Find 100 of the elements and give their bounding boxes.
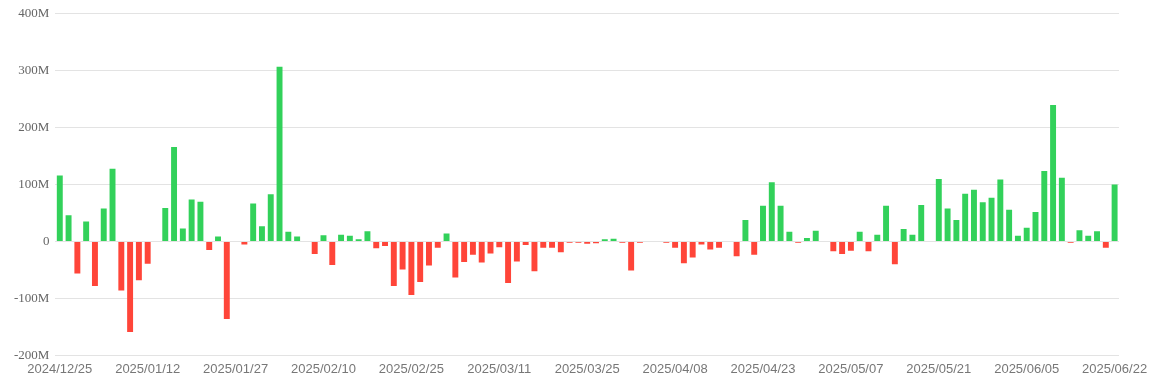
bar: [276, 66, 283, 242]
bar: [223, 242, 230, 319]
x-tick-label: 2025/05/21: [906, 360, 972, 376]
bar: [267, 194, 274, 242]
bar: [329, 242, 336, 265]
bar: [856, 231, 863, 242]
bar: [373, 242, 380, 249]
bar: [768, 182, 775, 242]
bar: [285, 231, 292, 242]
bar: [891, 242, 898, 265]
x-tick-label: 2025/01/27: [203, 360, 269, 376]
bar: [1006, 209, 1013, 242]
bar: [56, 175, 63, 242]
bar: [839, 242, 846, 255]
bar: [162, 207, 169, 242]
bar: [452, 242, 459, 278]
bar: [1111, 184, 1118, 242]
y-tick-label: 300M: [18, 62, 50, 78]
bar: [100, 208, 107, 242]
bar: [311, 242, 318, 255]
bar: [258, 226, 265, 242]
bar: [461, 242, 468, 263]
bar: [399, 242, 406, 270]
bar: [557, 242, 564, 253]
bar: [390, 242, 397, 286]
x-tick-label: 2025/05/07: [818, 360, 884, 376]
bar: [979, 202, 986, 242]
bar: [478, 242, 485, 263]
bar: [496, 242, 503, 248]
bar: [1094, 231, 1100, 242]
bar: [786, 231, 793, 242]
bar: [988, 197, 995, 242]
bar: [144, 242, 151, 264]
bar: [812, 230, 819, 242]
bar: [803, 238, 810, 242]
bar: [1076, 230, 1083, 242]
bar: [1085, 235, 1092, 242]
bar: [760, 205, 766, 242]
bar: [944, 208, 951, 242]
bar: [434, 242, 441, 248]
bar: [777, 205, 784, 242]
bar: [874, 234, 881, 242]
bar: [215, 236, 221, 242]
bar: [417, 242, 424, 282]
bar: [962, 193, 969, 242]
y-tick-label: 400M: [18, 5, 50, 21]
bar: [382, 242, 388, 247]
bar: [707, 242, 714, 250]
bar: [918, 205, 925, 242]
bar: [408, 242, 415, 296]
bar: [91, 242, 98, 286]
bar: [909, 234, 916, 242]
bar: [971, 189, 977, 242]
x-tick-label: 2025/03/25: [554, 360, 620, 376]
bar: [847, 242, 854, 251]
y-tick-label: 200M: [18, 119, 50, 135]
bar: [1041, 170, 1048, 242]
x-tick-label: 2025/06/05: [994, 360, 1060, 376]
bar: [672, 242, 679, 248]
x-tick-label: 2024/12/25: [27, 360, 93, 376]
x-tick-label: 2025/02/25: [378, 360, 444, 376]
bar: [1014, 235, 1021, 242]
bar: [953, 219, 960, 242]
x-tick-label: 2025/04/08: [642, 360, 708, 376]
bar: [426, 242, 432, 266]
bar: [1050, 104, 1057, 242]
bar: [900, 229, 907, 242]
bar: [513, 242, 520, 262]
y-tick-label: 100M: [18, 176, 50, 192]
bar: [1102, 242, 1109, 248]
bar: [250, 203, 257, 242]
bar: [135, 242, 142, 281]
bar: [469, 242, 476, 255]
bar: [179, 228, 186, 242]
bar: [531, 242, 538, 272]
bar: [751, 242, 758, 255]
bar: [206, 242, 213, 251]
bar: [680, 242, 687, 264]
bar: [997, 179, 1004, 242]
bar: [188, 199, 195, 242]
bar: [689, 242, 696, 258]
x-tick-label: 2025/03/11: [467, 360, 532, 376]
bar: [733, 242, 740, 257]
y-tick-label: 0: [42, 232, 50, 248]
bar: [883, 205, 890, 242]
bar: [171, 147, 178, 242]
y-tick-label: -100M: [14, 289, 50, 305]
bar: [118, 242, 125, 291]
x-tick-label: 2025/04/23: [730, 360, 796, 376]
bar: [540, 242, 547, 248]
x-tick-label: 2025/01/12: [115, 360, 181, 376]
y-tick-label: -200M: [14, 346, 50, 362]
bar: [346, 235, 353, 242]
bar: [364, 231, 371, 242]
bar: [522, 242, 529, 245]
bar: [935, 178, 942, 242]
bar: [443, 233, 450, 242]
bar: [628, 242, 635, 271]
bar: [127, 242, 134, 333]
bar: [83, 221, 90, 242]
